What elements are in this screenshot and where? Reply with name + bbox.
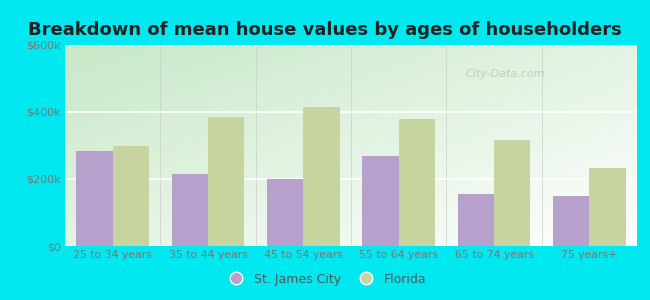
Bar — [172, 174, 208, 246]
Bar — [112, 146, 149, 246]
Bar — [304, 107, 339, 246]
Bar — [363, 155, 398, 246]
Text: City-Data.com: City-Data.com — [465, 69, 545, 79]
Legend: St. James City, Florida: St. James City, Florida — [219, 268, 431, 291]
Bar — [494, 140, 530, 246]
Text: Breakdown of mean house values by ages of householders: Breakdown of mean house values by ages o… — [28, 21, 622, 39]
Bar — [398, 119, 435, 246]
Bar — [553, 196, 590, 246]
Bar — [77, 151, 112, 246]
Bar — [208, 117, 244, 246]
Bar — [267, 179, 304, 246]
Bar — [458, 194, 494, 246]
Bar — [590, 168, 625, 246]
